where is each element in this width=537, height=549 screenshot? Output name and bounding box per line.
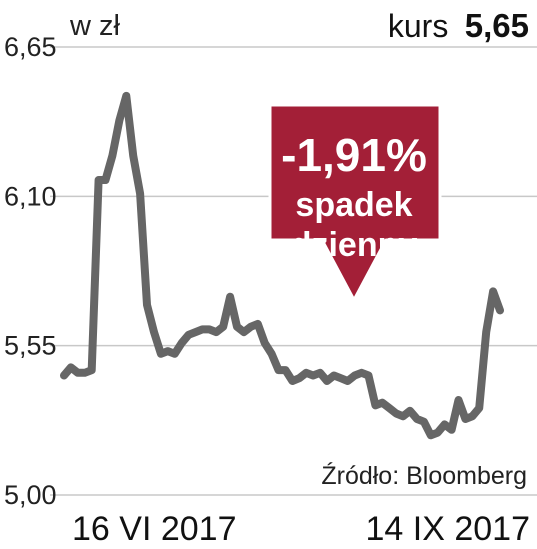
data-point bbox=[478, 407, 481, 410]
data-point bbox=[367, 374, 370, 377]
data-point bbox=[429, 434, 432, 437]
source-label: Źródło: Bloomberg bbox=[321, 461, 527, 490]
data-point bbox=[173, 352, 176, 355]
badge-change: -1,91% bbox=[281, 129, 427, 181]
data-point bbox=[125, 94, 128, 97]
data-point bbox=[436, 431, 439, 434]
data-point bbox=[360, 371, 363, 374]
data-point bbox=[263, 342, 266, 344]
data-point bbox=[208, 328, 211, 331]
data-point bbox=[457, 399, 460, 401]
data-point bbox=[277, 369, 280, 372]
y-tick-label: 6,10 bbox=[4, 181, 57, 211]
data-point bbox=[159, 352, 162, 355]
x-label-start: 16 VI 2017 bbox=[72, 510, 236, 548]
rate-display: kurs 5,65 bbox=[388, 7, 529, 44]
data-point bbox=[180, 342, 183, 344]
change-badge: -1,91% spadek dzienny bbox=[268, 103, 442, 302]
data-point bbox=[388, 407, 391, 410]
data-point bbox=[187, 333, 190, 336]
data-point bbox=[402, 415, 405, 418]
y-tick-label: 6,65 bbox=[4, 32, 57, 62]
data-point bbox=[97, 179, 100, 181]
data-point bbox=[83, 371, 86, 374]
data-point bbox=[153, 331, 155, 334]
data-point bbox=[353, 374, 356, 377]
data-point bbox=[381, 401, 384, 404]
data-point bbox=[132, 154, 135, 157]
data-point bbox=[326, 380, 328, 382]
data-point bbox=[90, 369, 93, 372]
data-point bbox=[319, 371, 322, 374]
data-point bbox=[374, 404, 377, 407]
data-point bbox=[291, 380, 294, 382]
badge-line1: spadek bbox=[295, 186, 412, 224]
data-point bbox=[104, 179, 107, 181]
data-points bbox=[63, 94, 501, 437]
data-point bbox=[229, 295, 232, 298]
rate-value: 5,65 bbox=[465, 7, 529, 44]
data-point bbox=[395, 412, 398, 415]
data-point bbox=[242, 331, 245, 334]
data-point bbox=[305, 371, 308, 374]
data-point bbox=[194, 331, 197, 334]
data-point bbox=[346, 380, 349, 382]
data-point bbox=[471, 415, 474, 418]
data-point bbox=[270, 352, 273, 355]
data-point bbox=[499, 309, 501, 312]
data-point bbox=[422, 420, 425, 423]
data-point bbox=[298, 377, 301, 380]
data-point bbox=[76, 371, 79, 374]
data-point bbox=[416, 418, 418, 420]
y-axis-labels: 5,00 5,55 6,10 6,65 bbox=[4, 32, 57, 510]
series-line bbox=[60, 91, 504, 440]
data-point bbox=[485, 331, 488, 334]
data-point bbox=[201, 328, 204, 331]
data-point bbox=[222, 325, 225, 328]
y-tick-label: 5,00 bbox=[4, 480, 57, 510]
data-point bbox=[464, 418, 467, 420]
data-point bbox=[166, 350, 169, 353]
data-point bbox=[111, 154, 114, 157]
data-point bbox=[450, 428, 453, 431]
data-point bbox=[492, 290, 495, 293]
data-point bbox=[409, 409, 411, 412]
data-point bbox=[249, 325, 252, 328]
data-point bbox=[63, 374, 65, 377]
data-point bbox=[339, 377, 342, 380]
unit-label: w zł bbox=[69, 10, 121, 42]
data-point bbox=[443, 423, 446, 426]
data-point bbox=[236, 325, 238, 328]
rate-label: kurs bbox=[388, 8, 448, 44]
data-point bbox=[118, 119, 121, 122]
badge-line2: dzienny bbox=[291, 226, 418, 264]
data-point bbox=[312, 374, 315, 377]
data-point bbox=[146, 303, 148, 306]
data-point bbox=[139, 192, 142, 195]
data-point bbox=[215, 331, 218, 334]
data-point bbox=[69, 366, 72, 369]
y-tick-label: 5,55 bbox=[4, 331, 57, 361]
data-point bbox=[332, 374, 335, 377]
x-label-end: 14 IX 2017 bbox=[366, 510, 530, 548]
down-arrow-badge-shape bbox=[268, 103, 442, 302]
data-point bbox=[256, 322, 259, 325]
data-point bbox=[284, 369, 287, 372]
